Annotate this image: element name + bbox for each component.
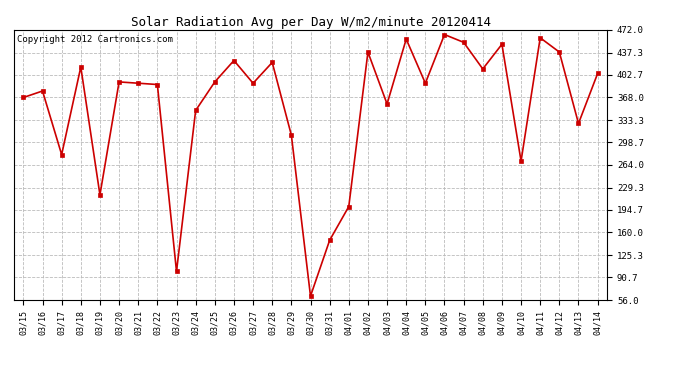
Title: Solar Radiation Avg per Day W/m2/minute 20120414: Solar Radiation Avg per Day W/m2/minute …: [130, 16, 491, 29]
Text: Copyright 2012 Cartronics.com: Copyright 2012 Cartronics.com: [17, 35, 172, 44]
